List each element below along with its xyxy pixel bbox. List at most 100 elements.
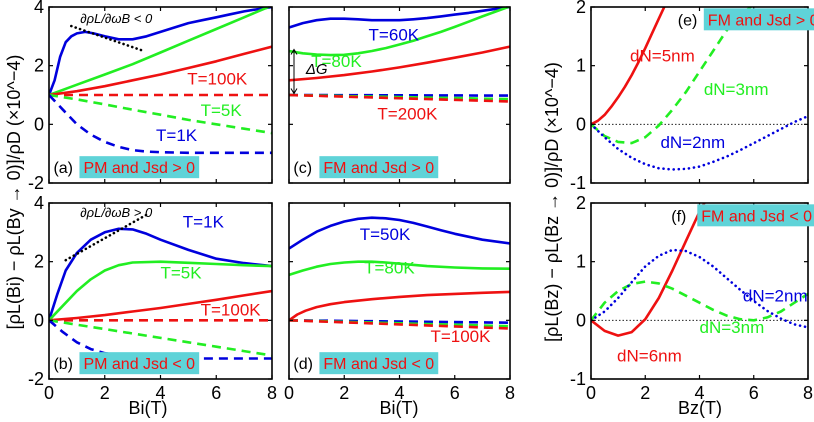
curve-label: dN=2nm <box>660 133 725 152</box>
x-tick-label: 0 <box>284 383 294 403</box>
x-axis-title-left: Bi(T) <box>129 398 168 418</box>
y-tick-label: 0 <box>34 114 44 134</box>
series-group <box>49 227 272 360</box>
x-tick-label: 8 <box>267 383 277 403</box>
x-tick-label: 2 <box>640 383 650 403</box>
series-line-red-solid <box>49 289 272 322</box>
curve-label: T=80K <box>364 258 415 277</box>
series-line-blue-solid <box>289 7 510 29</box>
series-line-blue-solid <box>289 216 510 250</box>
annotation: ∂ρL/∂ωB < 0 <box>80 11 153 26</box>
condition-label: PM and Jsd < 0 <box>83 356 195 373</box>
series-line-blue-dotted <box>591 248 808 329</box>
series-line-green-solid <box>289 7 510 57</box>
plot-frame <box>590 6 809 184</box>
series-line-red-dashed <box>289 93 510 103</box>
series-line-green-dashed <box>49 319 272 357</box>
left-y-axis-title: [ρL(Bi) − ρL(By → 0)]/ρD (×10^−4) <box>4 55 24 330</box>
curve-label: dN=3nm <box>700 318 765 337</box>
series-group <box>49 7 272 155</box>
condition-badge <box>697 204 814 227</box>
condition-label: FM and Jsd > 0 <box>323 160 434 177</box>
panel-a: -2 0 2 4 T=100K T=5KT=1K (a) PM and Jsd > 0 ∂ρL/… <box>28 0 273 193</box>
gap-arrowhead-top <box>290 48 298 55</box>
series-line-green-solid <box>49 260 272 322</box>
condition-badge <box>79 352 200 375</box>
curve-label: T=100K <box>430 327 491 346</box>
series-line-green-solid <box>49 7 272 97</box>
x-tick-label: 4 <box>694 383 704 403</box>
curve-label: T=100K <box>187 69 248 88</box>
y-tick-label: 1 <box>576 56 586 76</box>
y-tick-label: 0 <box>576 310 586 330</box>
x-tick-label: 0 <box>586 383 596 403</box>
curve-label: T=50K <box>360 225 411 244</box>
y-tick-label: -1 <box>570 173 586 193</box>
panel-label: (c) <box>293 160 312 177</box>
x-axis-title-middle: Bi(T) <box>380 398 419 418</box>
y-tick-label: -2 <box>28 173 44 193</box>
y-tick-label: 1 <box>576 252 586 272</box>
series-group <box>591 203 808 337</box>
series-line-red-solid <box>289 45 510 82</box>
curve-label: dN=2nm <box>743 287 808 306</box>
curve-label: dN=5nm <box>630 47 695 66</box>
series-group <box>289 216 510 330</box>
y-tick-label: 4 <box>34 0 44 17</box>
series-line-blue-solid <box>49 7 272 96</box>
curve-label: T=200K <box>377 105 438 124</box>
y-tick-label: 2 <box>34 252 44 272</box>
series-line-red-solid <box>289 290 510 322</box>
panel-label: (b) <box>53 356 73 373</box>
x-tick-label: 0 <box>44 383 54 403</box>
curve-label: T=60K <box>369 25 420 44</box>
x-tick-label: 2 <box>100 383 110 403</box>
series-line-green-solid <box>289 260 510 277</box>
curve-label: T=1K <box>156 126 198 145</box>
y-tick-label: 2 <box>34 56 44 76</box>
x-tick-label: 8 <box>505 383 515 403</box>
series-line-blue-solid <box>49 227 272 321</box>
series-line-red-solid <box>591 203 706 337</box>
condition-label: FM and Jsd < 0 <box>323 356 434 373</box>
y-tick-label: -2 <box>28 369 44 389</box>
tangent-line <box>64 213 148 262</box>
x-tick-label: 6 <box>450 383 460 403</box>
series-line-blue-dashed <box>49 94 272 155</box>
series-line-blue-dotted <box>591 114 808 171</box>
panel-c: T=60K T=80K T=200K (c) FM and Jsd > 0 ΔG <box>288 6 511 184</box>
gap-arrowhead-bottom <box>290 88 298 95</box>
series-line-red-dashed <box>289 319 510 330</box>
panel-label: (d) <box>293 356 313 373</box>
x-tick-label: 6 <box>211 383 221 403</box>
condition-label: FM and Jsd > 0 <box>708 12 814 29</box>
x-tick-label: 8 <box>803 383 813 403</box>
series-line-green-dashed <box>49 93 272 135</box>
y-tick-label: 0 <box>34 310 44 330</box>
panel-label: (f) <box>671 208 686 225</box>
x-tick-label: 4 <box>394 383 404 403</box>
panel-label: (e) <box>678 12 698 29</box>
y-tick-label: 0 <box>576 114 586 134</box>
series-group <box>591 7 808 171</box>
condition-badge <box>319 352 439 375</box>
condition-badge <box>319 156 439 179</box>
y-tick-label: -1 <box>570 369 586 389</box>
series-line-red-solid <box>591 7 666 126</box>
condition-badge <box>703 8 814 31</box>
x-tick-label: 2 <box>339 383 349 403</box>
y-tick-label: 2 <box>576 0 586 17</box>
y-tick-label: 4 <box>34 193 44 213</box>
x-tick-label: 4 <box>155 383 165 403</box>
annotation: ∂ρL/∂ωB > 0 <box>80 205 153 220</box>
curve-label: T=1K <box>183 213 225 232</box>
curve-label: T=80K <box>311 52 362 71</box>
y-tick-label: 2 <box>576 193 586 213</box>
condition-label: PM and Jsd > 0 <box>83 160 195 177</box>
series-line-green-dashed <box>591 7 753 145</box>
right-y-axis-title: [ρL(Bz) − ρL(Bz → 0)]/ρD (×10^−4) <box>542 62 562 342</box>
tangent-line <box>70 24 146 53</box>
